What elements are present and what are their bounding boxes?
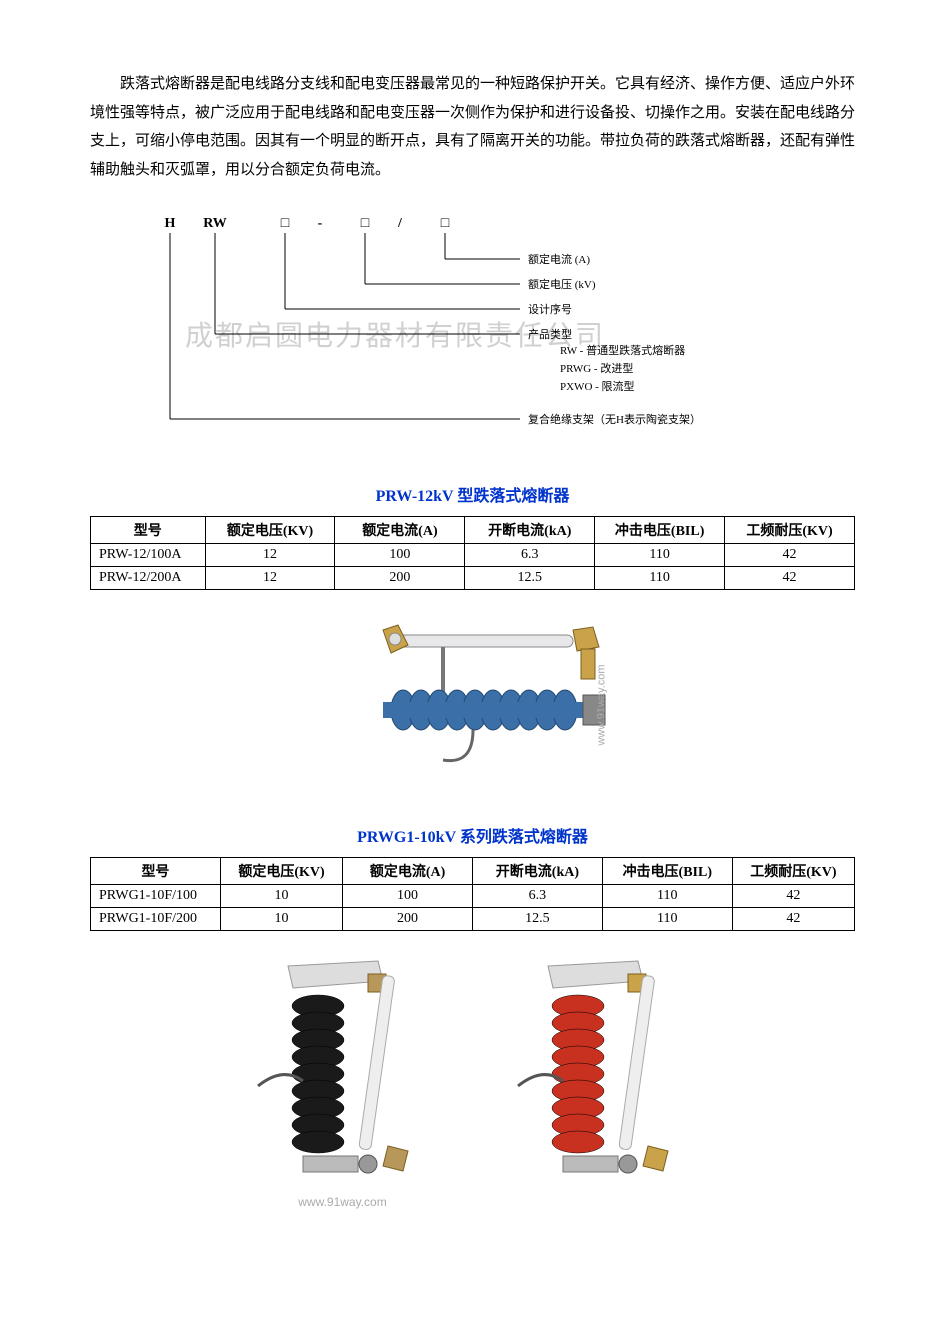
table-header: 额定电压(KV) — [205, 517, 335, 544]
table-header: 冲击电压(BIL) — [602, 858, 732, 885]
table-row: PRWG1-10F/100101006.311042 — [91, 885, 855, 908]
product-svg-prwg-black — [228, 946, 458, 1191]
table-header: 冲击电压(BIL) — [595, 517, 725, 544]
svg-text:RW - 普通型跌落式熔断器: RW - 普通型跌落式熔断器 — [560, 343, 685, 357]
table-cell: 12 — [205, 567, 335, 590]
naming-diagram-svg: H RW □ - □ / □ 额定电流 (A) 额定电压 (kV) 设计序号产品类型 RW - 普通… — [90, 209, 770, 439]
table-header: 额定电压(KV) — [220, 858, 342, 885]
svg-text:□: □ — [361, 216, 370, 231]
table-row: PRW-12/100A121006.311042 — [91, 544, 855, 567]
svg-text:/: / — [397, 216, 403, 231]
svg-text:额定电压 (kV): 额定电压 (kV) — [528, 277, 596, 291]
svg-text:额定电流 (A): 额定电流 (A) — [528, 252, 590, 266]
svg-text:H: H — [165, 216, 176, 231]
table-cell: PRW-12/100A — [91, 544, 206, 567]
svg-text:PXWO - 限流型: PXWO - 限流型 — [560, 379, 635, 393]
naming-diagram: 成都启圆电力器材有限责任公司 HRW□-□/□额定电流 (A)额定电压 (kV)… — [90, 209, 855, 464]
table-cell: 110 — [595, 567, 725, 590]
table-header: 额定电流(A) — [343, 858, 473, 885]
table-cell: 100 — [335, 544, 465, 567]
product-svg-prw — [323, 605, 623, 805]
table-header: 工频耐压(KV) — [725, 517, 855, 544]
svg-text:-: - — [318, 216, 323, 231]
svg-text:□: □ — [281, 216, 290, 231]
table-header: 开断电流(kA) — [472, 858, 602, 885]
table-cell: 42 — [725, 567, 855, 590]
table-cell: 100 — [343, 885, 473, 908]
table-cell: PRW-12/200A — [91, 567, 206, 590]
section2-title: PRWG1-10kV 系列跌落式熔断器 — [90, 823, 855, 847]
watermark-side: www.91way.com — [596, 664, 608, 745]
section2-product-image-2 — [488, 946, 718, 1209]
table-cell: 10 — [220, 885, 342, 908]
svg-text:□: □ — [441, 216, 450, 231]
table-header: 工频耐压(KV) — [732, 858, 854, 885]
section1-product-image: www.91way.com — [323, 605, 623, 805]
table-cell: 12.5 — [472, 908, 602, 931]
svg-text:PRWG - 改进型: PRWG - 改进型 — [560, 361, 633, 375]
watermark-bottom-1: www.91way.com — [298, 1195, 386, 1209]
table-cell: 6.3 — [465, 544, 595, 567]
table-cell: PRWG1-10F/100 — [91, 885, 221, 908]
section1-table: 型号额定电压(KV)额定电流(A)开断电流(kA)冲击电压(BIL)工频耐压(K… — [90, 516, 855, 590]
table-cell: 12.5 — [465, 567, 595, 590]
table-header: 开断电流(kA) — [465, 517, 595, 544]
table-cell: 10 — [220, 908, 342, 931]
table-row: PRWG1-10F/2001020012.511042 — [91, 908, 855, 931]
section1-image-row: www.91way.com — [90, 605, 855, 805]
section1-title: PRW-12kV 型跌落式熔断器 — [90, 482, 855, 506]
section2-table: 型号额定电压(KV)额定电流(A)开断电流(kA)冲击电压(BIL)工频耐压(K… — [90, 857, 855, 931]
svg-text:RW: RW — [203, 216, 227, 231]
table-cell: PRWG1-10F/200 — [91, 908, 221, 931]
table-cell: 110 — [602, 885, 732, 908]
section2-image-row: www.91way.com — [90, 946, 855, 1209]
svg-text:产品类型: 产品类型 — [528, 327, 572, 341]
svg-text:设计序号: 设计序号 — [528, 302, 572, 316]
svg-text:复合绝缘支架（无H表示陶瓷支架）: 复合绝缘支架（无H表示陶瓷支架） — [528, 412, 701, 426]
table-row: PRW-12/200A1220012.511042 — [91, 567, 855, 590]
section2-product-image-1: www.91way.com — [228, 946, 458, 1209]
table-header: 额定电流(A) — [335, 517, 465, 544]
table-cell: 200 — [343, 908, 473, 931]
intro-paragraph: 跌落式熔断器是配电线路分支线和配电变压器最常见的一种短路保护开关。它具有经济、操… — [90, 70, 855, 184]
table-cell: 6.3 — [472, 885, 602, 908]
table-cell: 110 — [602, 908, 732, 931]
table-cell: 42 — [725, 544, 855, 567]
product-svg-prwg-red — [488, 946, 718, 1191]
table-cell: 200 — [335, 567, 465, 590]
table-cell: 42 — [732, 908, 854, 931]
table-header: 型号 — [91, 858, 221, 885]
table-cell: 110 — [595, 544, 725, 567]
table-cell: 12 — [205, 544, 335, 567]
table-header: 型号 — [91, 517, 206, 544]
table-cell: 42 — [732, 885, 854, 908]
